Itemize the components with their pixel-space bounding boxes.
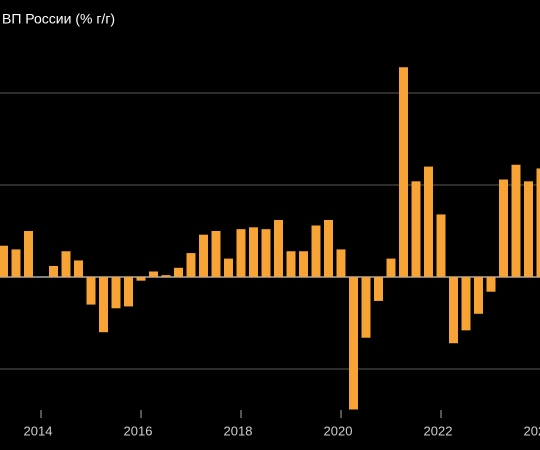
bar <box>499 179 508 277</box>
x-tick-label: 2014 <box>24 423 53 438</box>
bar <box>111 277 121 309</box>
bar <box>361 277 371 338</box>
bar <box>49 265 58 277</box>
x-tick-label: 2024 <box>524 423 540 438</box>
bar <box>186 253 196 277</box>
x-tick-label: 2020 <box>324 423 353 438</box>
bar <box>536 168 540 277</box>
bar <box>224 258 233 277</box>
bar <box>311 225 321 277</box>
bar <box>199 234 208 277</box>
bar <box>324 219 333 277</box>
x-tick-label: 2022 <box>424 423 453 438</box>
bar <box>299 251 308 277</box>
bar <box>236 229 246 277</box>
bar <box>61 251 71 277</box>
chart-title: ВП России (% г/г) <box>2 11 115 27</box>
bar <box>449 277 458 344</box>
bar <box>161 275 171 277</box>
bar <box>211 231 221 277</box>
bar <box>99 277 108 333</box>
bar <box>436 214 446 277</box>
bar <box>86 277 96 305</box>
bar <box>274 219 283 277</box>
bar <box>149 271 158 277</box>
x-tick-label: 2016 <box>124 423 153 438</box>
bar <box>524 181 533 277</box>
bar <box>424 166 433 277</box>
bar <box>399 67 408 278</box>
bar <box>11 249 21 277</box>
bar <box>24 231 33 277</box>
bar <box>386 258 396 277</box>
bar <box>261 229 271 277</box>
bar <box>249 227 258 277</box>
bar <box>286 251 296 277</box>
bar <box>336 249 346 277</box>
bar <box>74 260 83 277</box>
bar <box>0 245 8 277</box>
bar <box>411 181 421 277</box>
bar <box>374 277 383 301</box>
bar <box>474 277 483 314</box>
bar <box>136 277 146 281</box>
bar <box>511 164 521 277</box>
bar <box>124 277 133 307</box>
bar <box>461 277 471 331</box>
x-tick-label: 2018 <box>224 423 253 438</box>
bar <box>486 277 496 292</box>
bar <box>349 277 358 410</box>
bar <box>174 267 183 277</box>
